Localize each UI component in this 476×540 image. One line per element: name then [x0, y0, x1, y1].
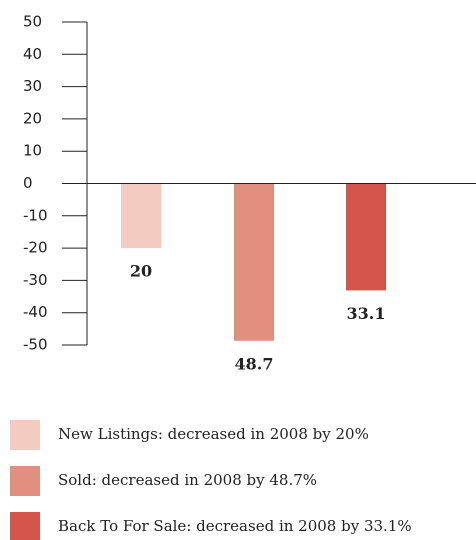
legend-label: Sold: decreased in 2008 by 48.7% — [58, 471, 317, 489]
y-tick-label: -50 — [23, 336, 48, 354]
legend-swatch — [10, 420, 40, 450]
value-label: 33.1 — [347, 304, 386, 323]
y-tick-label: -10 — [23, 206, 48, 224]
legend-swatch — [10, 466, 40, 496]
y-tick-label: -20 — [23, 239, 48, 257]
y-tick-label: -30 — [23, 271, 48, 289]
y-tick-label: 10 — [23, 142, 42, 160]
y-tick-label: 0 — [23, 174, 33, 192]
y-tick-label: 50 — [23, 13, 42, 31]
value-label: 48.7 — [235, 354, 274, 373]
legend-label: Back To For Sale: decreased in 2008 by 3… — [58, 517, 412, 535]
bar — [346, 183, 386, 291]
y-tick-label: 40 — [23, 45, 42, 63]
legend-swatch — [10, 512, 40, 540]
legend-label: New Listings: decreased in 2008 by 20% — [58, 425, 369, 443]
y-tick-label: 20 — [23, 109, 42, 127]
bar — [234, 183, 274, 341]
bar — [121, 183, 161, 249]
y-tick-label: -40 — [23, 303, 48, 321]
y-tick-label: 30 — [23, 77, 42, 95]
value-label: 20 — [130, 262, 152, 281]
